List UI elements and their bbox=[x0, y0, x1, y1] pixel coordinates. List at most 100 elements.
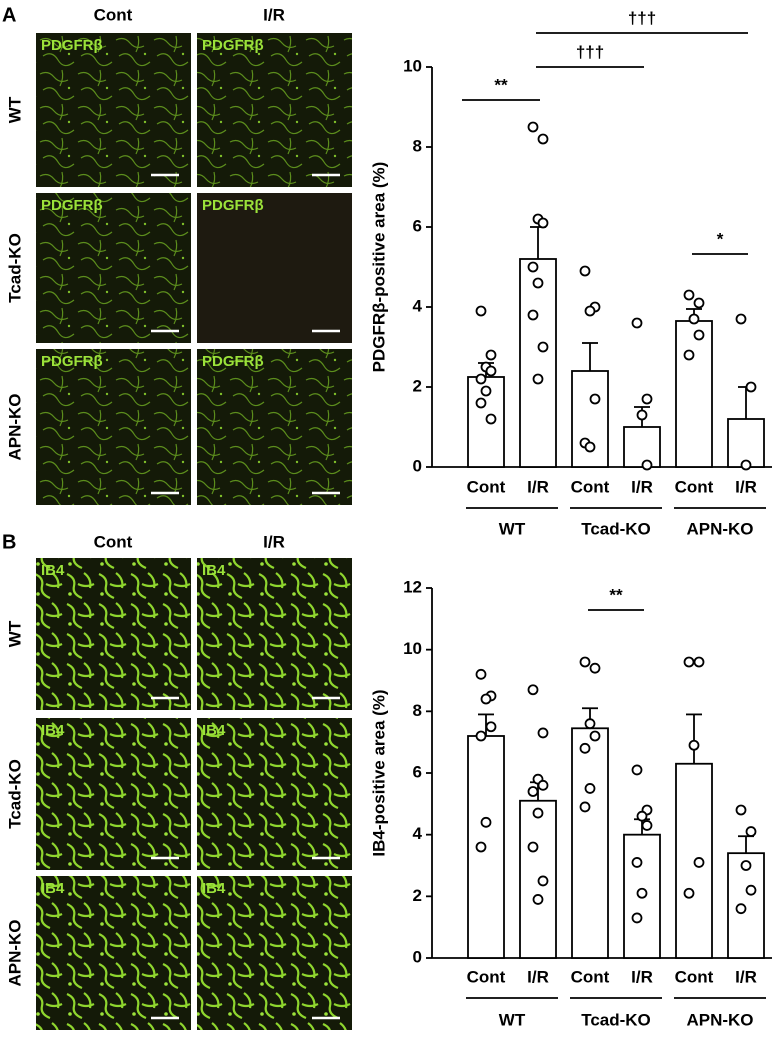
group-label: Tcad-KO bbox=[581, 1010, 651, 1029]
data-point bbox=[537, 779, 549, 791]
data-point bbox=[641, 393, 653, 405]
data-point bbox=[589, 393, 601, 405]
data-point bbox=[584, 718, 596, 730]
x-tick-label: Cont bbox=[571, 477, 610, 496]
x-tick-label: Cont bbox=[675, 967, 714, 986]
data-point bbox=[475, 373, 487, 385]
x-tick-label: I/R bbox=[631, 967, 653, 986]
data-point bbox=[688, 313, 700, 325]
x-tick-label: I/R bbox=[735, 967, 757, 986]
data-point bbox=[688, 739, 700, 751]
data-point bbox=[485, 413, 497, 425]
data-point bbox=[475, 305, 487, 317]
y-tick-label: 10 bbox=[403, 639, 422, 658]
x-tick-label: Cont bbox=[571, 967, 610, 986]
micrograph bbox=[36, 558, 191, 710]
stain-label: PDGFRβ bbox=[41, 353, 103, 370]
data-point bbox=[475, 841, 487, 853]
significance-label: * bbox=[717, 229, 724, 248]
bar bbox=[571, 727, 609, 959]
data-point bbox=[683, 349, 695, 361]
data-point bbox=[589, 662, 601, 674]
data-point bbox=[693, 297, 705, 309]
y-tick-label: 8 bbox=[413, 136, 422, 155]
y-tick-label: 4 bbox=[413, 296, 423, 315]
data-point bbox=[475, 668, 487, 680]
data-point bbox=[631, 764, 643, 776]
row-label: APN-KO bbox=[5, 919, 24, 986]
data-point bbox=[735, 804, 747, 816]
data-point bbox=[745, 381, 757, 393]
bar bbox=[727, 418, 765, 468]
micrograph bbox=[197, 876, 352, 1030]
data-point bbox=[745, 884, 757, 896]
charts: 0 2 4 6 8 10 PDGFRβ-positive area (%) Cont I/R Co… bbox=[369, 8, 772, 1029]
stain-label: PDGFRβ bbox=[41, 37, 103, 54]
data-point bbox=[532, 807, 544, 819]
data-point bbox=[480, 693, 492, 705]
data-point bbox=[740, 459, 752, 471]
x-tick-label: Cont bbox=[467, 967, 506, 986]
data-point bbox=[579, 742, 591, 754]
significance-label: ** bbox=[609, 585, 623, 604]
data-point bbox=[579, 801, 591, 813]
data-point bbox=[589, 730, 601, 742]
x-tick-label: I/R bbox=[735, 477, 757, 496]
y-axis-label: PDGFRβ-positive area (%) bbox=[369, 162, 388, 373]
y-tick-label: 6 bbox=[413, 762, 422, 781]
data-point bbox=[735, 313, 747, 325]
y-tick-label: 4 bbox=[413, 824, 423, 843]
group-label: APN-KO bbox=[686, 519, 753, 538]
micrograph bbox=[36, 193, 191, 343]
bar bbox=[623, 426, 661, 468]
row-label: Tcad-KO bbox=[5, 759, 24, 829]
data-point bbox=[636, 887, 648, 899]
x-tick-label: I/R bbox=[527, 967, 549, 986]
data-point bbox=[683, 887, 695, 899]
data-point bbox=[537, 341, 549, 353]
y-tick-label: 0 bbox=[413, 947, 422, 966]
y-tick-label: 10 bbox=[403, 56, 422, 75]
data-point bbox=[735, 903, 747, 915]
data-point bbox=[579, 656, 591, 668]
panel-letter: A bbox=[2, 4, 16, 26]
y-axis-label: IB4-positive area (%) bbox=[369, 689, 388, 856]
bar bbox=[571, 370, 609, 468]
panel-letter: B bbox=[2, 531, 16, 553]
stain-label: IB4 bbox=[41, 562, 65, 579]
stain-label: PDGFRβ bbox=[202, 353, 264, 370]
data-point bbox=[584, 783, 596, 794]
micrograph bbox=[197, 558, 352, 710]
data-point bbox=[636, 810, 648, 822]
data-point bbox=[537, 133, 549, 145]
data-point bbox=[527, 841, 539, 853]
data-point bbox=[480, 385, 492, 397]
column-header: Cont bbox=[94, 532, 133, 551]
column-header: I/R bbox=[263, 532, 285, 551]
data-point bbox=[631, 912, 643, 924]
data-point bbox=[527, 786, 539, 797]
stain-label: PDGFRβ bbox=[41, 197, 103, 214]
significance-label: ††† bbox=[628, 8, 656, 27]
y-tick-label: 2 bbox=[413, 376, 422, 395]
bar bbox=[675, 320, 713, 468]
row-label: APN-KO bbox=[5, 393, 24, 460]
micrograph bbox=[36, 33, 191, 187]
y-tick-label: 6 bbox=[413, 216, 422, 235]
stain-label: IB4 bbox=[41, 880, 65, 897]
data-point bbox=[636, 409, 648, 421]
stain-label: IB4 bbox=[202, 722, 226, 739]
data-point bbox=[579, 265, 591, 277]
row-label: WT bbox=[5, 620, 24, 647]
stain-label: IB4 bbox=[202, 880, 226, 897]
data-point bbox=[693, 857, 705, 868]
data-point bbox=[683, 289, 695, 301]
data-point bbox=[683, 656, 695, 668]
data-point bbox=[485, 349, 497, 361]
data-point bbox=[485, 721, 497, 733]
y-tick-label: 2 bbox=[413, 886, 422, 905]
row-label: WT bbox=[5, 96, 24, 123]
data-point bbox=[537, 727, 549, 739]
stain-label: IB4 bbox=[202, 562, 226, 579]
group-label: WT bbox=[499, 1010, 526, 1029]
